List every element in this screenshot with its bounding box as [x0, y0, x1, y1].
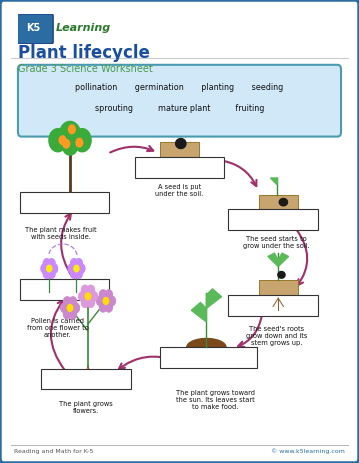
Circle shape — [78, 264, 85, 273]
Circle shape — [97, 296, 104, 306]
Text: sprouting          mature plant          fruiting: sprouting mature plant fruiting — [95, 104, 264, 113]
Text: Reading and Math for K-5: Reading and Math for K-5 — [14, 449, 94, 454]
Circle shape — [76, 138, 83, 147]
Circle shape — [47, 265, 52, 272]
Circle shape — [103, 298, 108, 305]
Circle shape — [43, 259, 50, 268]
Text: Plant lifecycle: Plant lifecycle — [18, 44, 150, 62]
Circle shape — [81, 298, 89, 307]
Circle shape — [43, 269, 50, 278]
FancyBboxPatch shape — [18, 65, 341, 137]
Text: © www.k5learning.com: © www.k5learning.com — [271, 449, 345, 454]
Circle shape — [87, 285, 94, 294]
Text: K5: K5 — [26, 23, 40, 33]
Circle shape — [70, 259, 78, 268]
Circle shape — [105, 303, 112, 312]
Circle shape — [63, 139, 70, 148]
FancyBboxPatch shape — [259, 280, 298, 298]
FancyBboxPatch shape — [20, 192, 109, 213]
Text: The seed starts to
grow under the soil.: The seed starts to grow under the soil. — [243, 236, 310, 249]
Circle shape — [69, 310, 76, 319]
Circle shape — [79, 292, 86, 301]
Circle shape — [108, 296, 115, 306]
Circle shape — [59, 136, 66, 144]
Circle shape — [72, 303, 79, 313]
Polygon shape — [279, 199, 288, 206]
Circle shape — [99, 290, 107, 299]
Circle shape — [73, 129, 91, 152]
Circle shape — [72, 303, 79, 313]
FancyBboxPatch shape — [228, 209, 318, 230]
Circle shape — [68, 264, 75, 273]
Circle shape — [50, 264, 57, 273]
FancyBboxPatch shape — [20, 279, 109, 300]
Circle shape — [69, 125, 75, 134]
Polygon shape — [187, 338, 226, 347]
Polygon shape — [268, 253, 278, 267]
Circle shape — [90, 292, 97, 301]
FancyBboxPatch shape — [259, 194, 298, 213]
Circle shape — [99, 303, 107, 312]
Text: Grade 3 Science Worksheet: Grade 3 Science Worksheet — [18, 64, 153, 74]
Circle shape — [41, 264, 48, 273]
FancyBboxPatch shape — [160, 347, 257, 368]
Circle shape — [49, 129, 67, 152]
Circle shape — [108, 296, 115, 306]
Polygon shape — [176, 138, 186, 149]
Circle shape — [59, 121, 81, 150]
FancyBboxPatch shape — [160, 142, 199, 160]
Circle shape — [50, 264, 57, 273]
Circle shape — [87, 298, 94, 307]
FancyBboxPatch shape — [41, 369, 131, 389]
Circle shape — [64, 310, 71, 319]
FancyBboxPatch shape — [135, 157, 224, 178]
Text: Learning: Learning — [56, 23, 111, 33]
Circle shape — [75, 259, 83, 268]
Text: pollination       germination       planting       seeding: pollination germination planting seeding — [75, 83, 284, 93]
Text: A seed is put
under the soil.: A seed is put under the soil. — [155, 184, 204, 197]
Polygon shape — [270, 178, 278, 185]
Circle shape — [81, 285, 89, 294]
Circle shape — [64, 297, 71, 306]
Text: The seed's roots
grow down and its
stem grows up.: The seed's roots grow down and its stem … — [246, 326, 307, 346]
FancyBboxPatch shape — [228, 295, 318, 316]
Circle shape — [62, 135, 78, 155]
Circle shape — [74, 265, 79, 272]
Circle shape — [48, 269, 55, 278]
Polygon shape — [191, 302, 206, 322]
Circle shape — [61, 303, 68, 313]
Circle shape — [75, 269, 82, 278]
Circle shape — [69, 297, 76, 306]
Circle shape — [67, 305, 73, 311]
Circle shape — [90, 292, 97, 301]
Circle shape — [78, 264, 85, 273]
Text: Pollen is carried
from one flower to
another.: Pollen is carried from one flower to ano… — [27, 318, 88, 338]
Text: The plant makes fruit
with seeds inside.: The plant makes fruit with seeds inside. — [25, 227, 97, 240]
Text: The plant grows
flowers.: The plant grows flowers. — [59, 401, 113, 414]
Polygon shape — [278, 271, 285, 278]
Circle shape — [48, 259, 55, 268]
Polygon shape — [278, 253, 289, 267]
FancyBboxPatch shape — [13, 14, 53, 44]
Text: The plant grows toward
the sun. Its leaves start
to make food.: The plant grows toward the sun. Its leav… — [176, 390, 255, 410]
Circle shape — [105, 290, 112, 299]
Polygon shape — [206, 289, 222, 308]
Circle shape — [85, 293, 90, 300]
Circle shape — [70, 269, 78, 278]
